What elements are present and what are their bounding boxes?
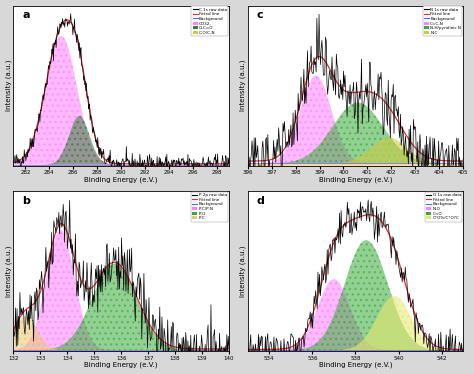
Legend: O 1s raw data, Fitted line, Background, N-O, C=O, C*O%/C*O?C: O 1s raw data, Fitted line, Background, …: [425, 192, 462, 222]
X-axis label: Binding Energy (e.V.): Binding Energy (e.V.): [319, 176, 392, 183]
Text: a: a: [22, 10, 29, 20]
Legend: C 1s raw data, Fitted line, Background, CO32-, O-C=O, C-O/C-N: C 1s raw data, Fitted line, Background, …: [191, 6, 228, 36]
Text: d: d: [256, 196, 264, 206]
X-axis label: Binding Energy (e.V.): Binding Energy (e.V.): [84, 362, 158, 368]
Y-axis label: Intensity (a.u.): Intensity (a.u.): [6, 245, 12, 297]
X-axis label: Binding Energy (e.V.): Binding Energy (e.V.): [319, 362, 392, 368]
Legend: P 2p raw data, Fitted line, Background, P-C/P-N, P-O, P-C: P 2p raw data, Fitted line, Background, …: [191, 192, 228, 222]
Text: b: b: [22, 196, 30, 206]
Y-axis label: Intensity (a.u.): Intensity (a.u.): [240, 245, 246, 297]
X-axis label: Binding Energy (e.V.): Binding Energy (e.V.): [84, 176, 158, 183]
Y-axis label: Intensity (a.u.): Intensity (a.u.): [6, 60, 12, 111]
Text: c: c: [256, 10, 263, 20]
Legend: N 1s raw data, Fitted line, Background, C=C-N, N-H/pyridinic N, N-C: N 1s raw data, Fitted line, Background, …: [423, 6, 462, 36]
Y-axis label: Intensity (a.u.): Intensity (a.u.): [240, 60, 246, 111]
